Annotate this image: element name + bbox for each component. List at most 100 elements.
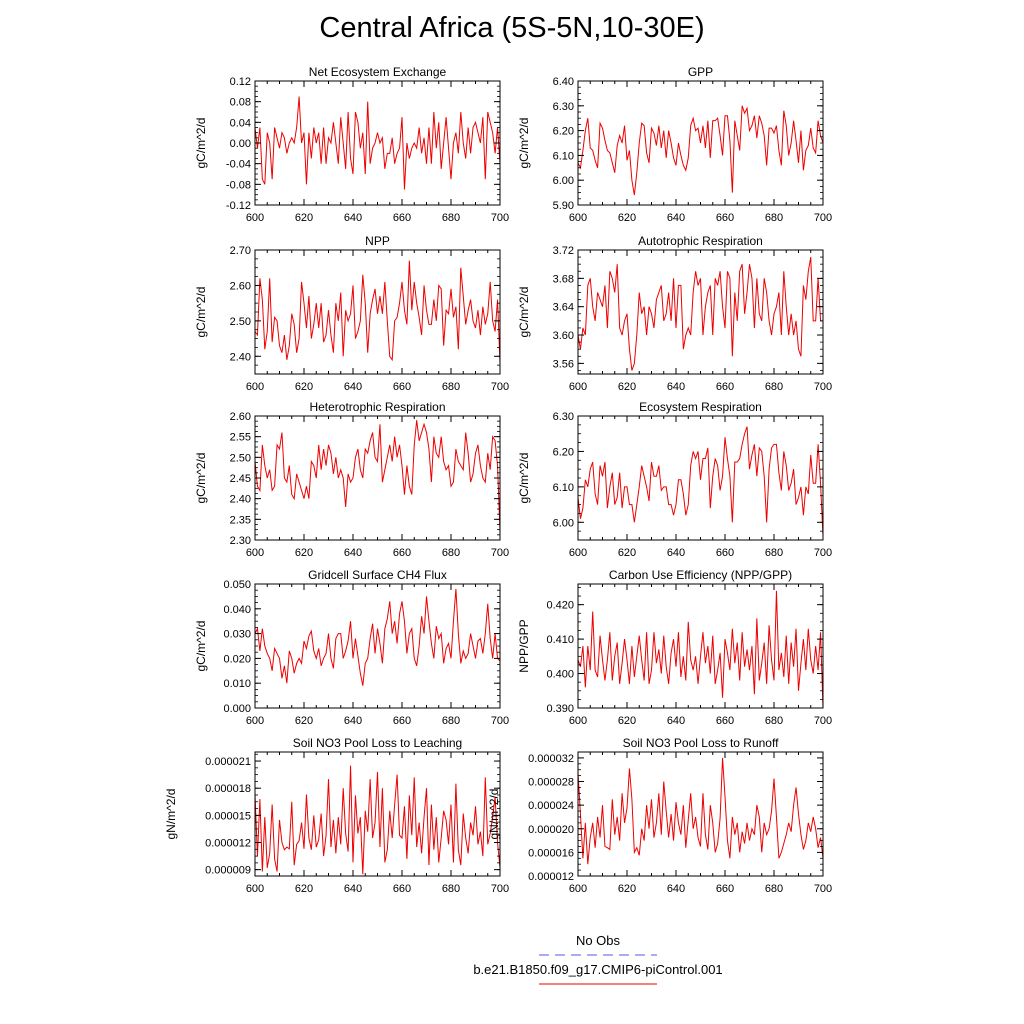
x-tick-label: 600 [569, 883, 587, 895]
chart-panel-10: Soil NO3 Pool Loss to Runoff 600 620 640 660… [487, 736, 832, 895]
panel-title: Gridcell Surface CH4 Flux [308, 568, 447, 582]
y-axis-label: gC/m^2/d [517, 118, 531, 169]
x-tick-label: 620 [618, 715, 636, 727]
y-tick-label: 0.000020 [528, 824, 574, 836]
x-tick-label: 680 [442, 381, 460, 393]
y-tick-label: 0.000015 [205, 810, 251, 822]
x-tick-label: 620 [295, 547, 313, 559]
series-line [577, 757, 824, 865]
x-tick-label: 700 [814, 883, 832, 895]
x-tick-label: 660 [716, 883, 734, 895]
chart-panel-8: Carbon Use Efficiency (NPP/GPP) 600 620 640… [517, 568, 832, 727]
y-axis-label: NPP/GPP [517, 619, 531, 672]
x-tick-label: 700 [814, 381, 832, 393]
y-tick-label: 2.50 [230, 316, 251, 328]
y-axis-label: gC/m^2/d [194, 621, 208, 672]
legend-case-label: b.e21.B1850.f09_g17.CMIP6-piControl.001 [473, 962, 723, 977]
x-tick-label: 620 [618, 883, 636, 895]
y-tick-label: 6.30 [553, 101, 574, 113]
y-axis-label: gN/m^2/d [164, 789, 178, 840]
chart-panel-9: Soil NO3 Pool Loss to Leaching 600 620 640 6… [164, 736, 509, 895]
y-tick-label: 6.20 [553, 126, 574, 138]
panel-title: Carbon Use Efficiency (NPP/GPP) [609, 568, 792, 582]
y-axis-label: gN/m^2/d [487, 789, 501, 840]
y-axis-label: gC/m^2/d [517, 287, 531, 338]
x-tick-label: 600 [246, 547, 264, 559]
y-tick-label: 0.04 [230, 117, 251, 129]
x-tick-label: 620 [618, 212, 636, 224]
series-line [577, 426, 824, 537]
x-tick-label: 600 [569, 715, 587, 727]
y-tick-label: 0.000016 [528, 847, 574, 859]
y-tick-label: 0.420 [546, 600, 574, 612]
chart-panel-7: Gridcell Surface CH4 Flux 600 620 640 660 680… [194, 568, 509, 727]
legend [539, 954, 657, 985]
x-tick-label: 660 [393, 212, 411, 224]
y-tick-label: 6.40 [553, 76, 574, 88]
x-tick-label: 620 [295, 883, 313, 895]
y-tick-label: 2.60 [230, 280, 251, 292]
y-tick-label: 6.10 [553, 482, 574, 494]
x-tick-label: 700 [814, 715, 832, 727]
y-tick-label: 0.040 [223, 604, 251, 616]
y-tick-label: 0.000021 [205, 756, 251, 768]
y-tick-label: 0.030 [223, 629, 251, 641]
y-tick-label: 6.00 [553, 175, 574, 187]
series-line [254, 588, 501, 686]
plot-frame [254, 583, 501, 709]
y-tick-label: 2.50 [230, 452, 251, 464]
x-tick-label: 620 [295, 212, 313, 224]
x-tick-label: 640 [344, 212, 362, 224]
panel-title: Heterotrophic Respiration [309, 400, 445, 414]
y-tick-label: 0.12 [230, 76, 251, 88]
x-tick-label: 620 [295, 381, 313, 393]
series-line [577, 105, 824, 196]
y-tick-label: 0.410 [546, 634, 574, 646]
x-tick-label: 660 [393, 381, 411, 393]
y-tick-label: 6.10 [553, 150, 574, 162]
x-tick-label: 660 [393, 883, 411, 895]
x-tick-label: 700 [491, 381, 509, 393]
x-tick-label: 700 [814, 212, 832, 224]
panel-title: Soil NO3 Pool Loss to Runoff [623, 736, 780, 750]
x-tick-label: 660 [716, 212, 734, 224]
x-tick-label: 640 [667, 212, 685, 224]
x-tick-label: 680 [765, 212, 783, 224]
x-tick-label: 640 [667, 715, 685, 727]
x-tick-label: 640 [344, 883, 362, 895]
figure-title: Central Africa (5S-5N,10-30E) [319, 12, 705, 44]
x-tick-label: 680 [442, 715, 460, 727]
x-tick-label: 680 [442, 547, 460, 559]
x-tick-label: 600 [246, 381, 264, 393]
x-tick-label: 620 [618, 381, 636, 393]
x-tick-label: 640 [667, 883, 685, 895]
panel-title: NPP [365, 234, 390, 248]
y-tick-label: 3.72 [553, 245, 574, 257]
series-line [577, 257, 823, 371]
y-tick-label: -0.04 [226, 159, 251, 171]
plot-frame [254, 415, 501, 541]
y-tick-label: 0.000012 [205, 838, 251, 850]
y-tick-label: 6.20 [553, 446, 574, 458]
y-tick-label: -0.12 [226, 200, 251, 212]
y-axis-label: gC/m^2/d [194, 453, 208, 504]
chart-panel-5: Heterotrophic Respiration 600 620 640 660 680… [194, 400, 509, 559]
panel-title: Net Ecosystem Exchange [309, 65, 447, 79]
y-tick-label: 2.40 [230, 494, 251, 506]
panel-title: Autotrophic Respiration [638, 234, 763, 248]
plot-frame [577, 583, 824, 709]
x-tick-label: 600 [246, 212, 264, 224]
x-tick-label: 660 [716, 715, 734, 727]
panel-title: Soil NO3 Pool Loss to Leaching [293, 736, 462, 750]
series-line [254, 765, 501, 875]
x-tick-label: 660 [393, 715, 411, 727]
y-tick-label: 0.00 [230, 138, 251, 150]
x-tick-label: 680 [765, 883, 783, 895]
x-tick-label: 680 [442, 883, 460, 895]
y-tick-label: 2.30 [230, 535, 251, 547]
y-tick-label: 0.400 [546, 669, 574, 681]
x-tick-label: 700 [491, 883, 509, 895]
x-tick-label: 640 [667, 381, 685, 393]
y-tick-label: 0.020 [223, 653, 251, 665]
